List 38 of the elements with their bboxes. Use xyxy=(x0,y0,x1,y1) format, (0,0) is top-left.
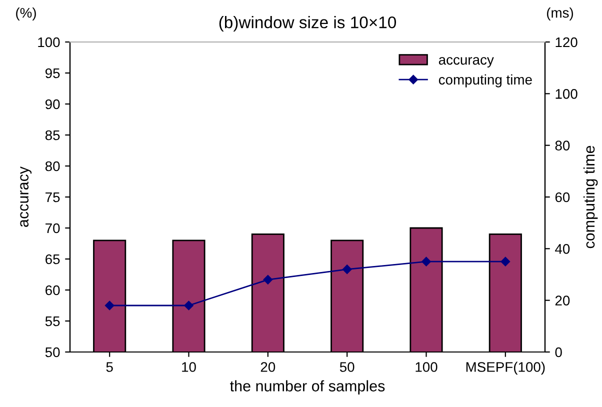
y2-tick-label: 80 xyxy=(555,140,570,151)
y2-tick-label: 20 xyxy=(555,296,570,306)
y-tick-label: 100 xyxy=(38,37,60,48)
x-tick-label: 20 xyxy=(260,362,276,372)
y-tick-label: 60 xyxy=(46,285,60,296)
y-tick-label: 90 xyxy=(45,99,60,110)
x-tick-label: 10 xyxy=(182,362,196,372)
y2-tick-label: 0 xyxy=(555,347,562,358)
chart-title: (b)window size is 10×10 xyxy=(219,16,396,32)
y-tick-label: 65 xyxy=(46,254,60,264)
y-tick-label: 70 xyxy=(46,223,60,234)
legend-label: accuracy xyxy=(438,57,494,68)
y-tick-label: 75 xyxy=(46,192,60,202)
y2-tick-label: 100 xyxy=(556,89,578,99)
point xyxy=(422,256,431,266)
text: (ms) xyxy=(546,8,574,20)
point xyxy=(104,300,114,310)
x-tick-label: MSEPF(100) xyxy=(466,362,545,375)
point xyxy=(263,275,273,284)
point xyxy=(500,256,510,266)
y-tick-label: 95 xyxy=(45,68,60,78)
y2-tick-label: 40 xyxy=(555,244,570,254)
x-tick-label: 100 xyxy=(416,362,438,372)
y2-tick-label: 120 xyxy=(556,37,578,48)
y-tick-label: 85 xyxy=(45,130,60,140)
x-axis-title: the number of samples xyxy=(230,380,385,394)
x-tick-label: 5 xyxy=(106,362,113,372)
x-tick-label: 50 xyxy=(340,362,354,372)
y-tick-label: 50 xyxy=(45,347,60,358)
y-tick-label: 55 xyxy=(45,316,60,326)
legend-label: computing time xyxy=(438,74,532,88)
point xyxy=(184,300,194,310)
y-tick-label: 80 xyxy=(45,161,60,172)
y2-axis-title: computing time xyxy=(583,146,598,248)
point xyxy=(342,264,352,274)
y-axis-title: accuracy xyxy=(20,166,32,227)
y2-tick-label: 60 xyxy=(555,192,570,202)
text: (%) xyxy=(16,8,36,20)
